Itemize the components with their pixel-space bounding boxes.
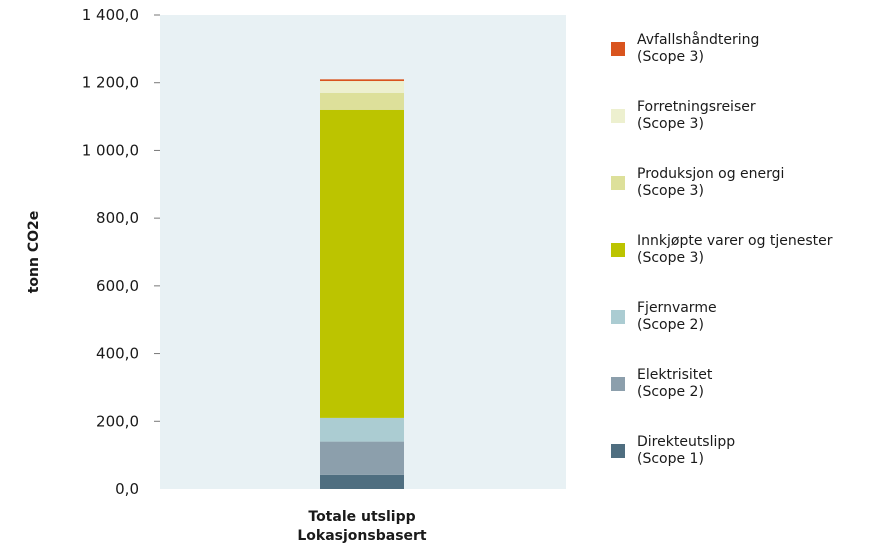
bar-segment-3 — [320, 109, 404, 418]
y-tick-label: 800,0 — [96, 209, 139, 227]
legend-item: Innkjøpte varer og tjenester (Scope 3) — [611, 233, 873, 273]
legend-label-line: Direkteutslipp — [637, 434, 736, 450]
legend-label-line: (Scope 1) — [637, 451, 704, 467]
legend-swatch — [611, 42, 625, 56]
y-tick-label: 400,0 — [96, 345, 139, 363]
legend-item: Produksjon og energi (Scope 3) — [611, 166, 873, 206]
category-label-line-2: Lokasjonsbasert — [297, 528, 427, 544]
legend-label-line: Produksjon og energi — [637, 166, 785, 182]
legend-label-line: Elektrisitet — [637, 367, 713, 383]
category-label-line-1: Totale utslipp — [308, 509, 415, 525]
legend-label-line: Fjernvarme — [637, 300, 717, 316]
legend-item: Fjernvarme (Scope 2) — [611, 300, 873, 340]
legend-label: Elektrisitet (Scope 2) — [637, 367, 712, 401]
legend-label: Avfallshåndtering (Scope 3) — [637, 32, 759, 66]
y-tick-label: 200,0 — [96, 412, 139, 430]
legend-item: Elektrisitet (Scope 2) — [611, 367, 873, 407]
bar-segment-6 — [320, 79, 404, 82]
legend-swatch — [611, 444, 625, 458]
legend-label-line: Forretningsreiser — [637, 99, 756, 115]
legend-label: Fjernvarme (Scope 2) — [637, 300, 717, 334]
bar-segment-1 — [320, 441, 404, 475]
legend-swatch — [611, 109, 625, 123]
bar-segment-5 — [320, 81, 404, 93]
legend-label-line: (Scope 3) — [637, 116, 704, 132]
legend-label-line: (Scope 3) — [637, 250, 704, 266]
legend-item: Forretningsreiser (Scope 3) — [611, 99, 873, 139]
legend-label-line: (Scope 3) — [637, 183, 704, 199]
y-axis-ticks: 0,0 200,0 400,0 600,0 800,0 1 000,0 1 200,0 1 4… — [82, 6, 160, 498]
legend-label: Produksjon og energi (Scope 3) — [637, 166, 784, 200]
legend-label-line: (Scope 3) — [637, 49, 704, 65]
legend-label-line: Avfallshåndtering — [637, 32, 760, 48]
y-tick-label: 1 000,0 — [82, 141, 139, 159]
bar-segment-4 — [320, 92, 404, 110]
bar-segment-0 — [320, 474, 404, 489]
legend-swatch — [611, 310, 625, 324]
y-tick-label: 1 200,0 — [82, 74, 139, 92]
legend-swatch — [611, 243, 625, 257]
legend-label-line: (Scope 2) — [637, 384, 704, 400]
bar-segments — [320, 79, 404, 489]
legend-label-line: Innkjøpte varer og tjenester — [637, 233, 833, 249]
legend-item: Direkteutslipp (Scope 1) — [611, 434, 873, 474]
y-axis-title: tonn CO2e — [26, 211, 42, 294]
legend-label: Forretningsreiser (Scope 3) — [637, 99, 756, 133]
legend-swatch — [611, 176, 625, 190]
bar-segment-2 — [320, 417, 404, 442]
legend-item: Avfallshåndtering (Scope 3) — [611, 32, 873, 72]
legend-label: Innkjøpte varer og tjenester (Scope 3) — [637, 233, 833, 267]
y-tick-label: 600,0 — [96, 277, 139, 295]
y-tick-label: 1 400,0 — [82, 6, 139, 24]
legend-swatch — [611, 377, 625, 391]
legend-label-line: (Scope 2) — [637, 317, 704, 333]
y-tick-label: 0,0 — [115, 480, 139, 498]
legend-label: Direkteutslipp (Scope 1) — [637, 434, 735, 468]
